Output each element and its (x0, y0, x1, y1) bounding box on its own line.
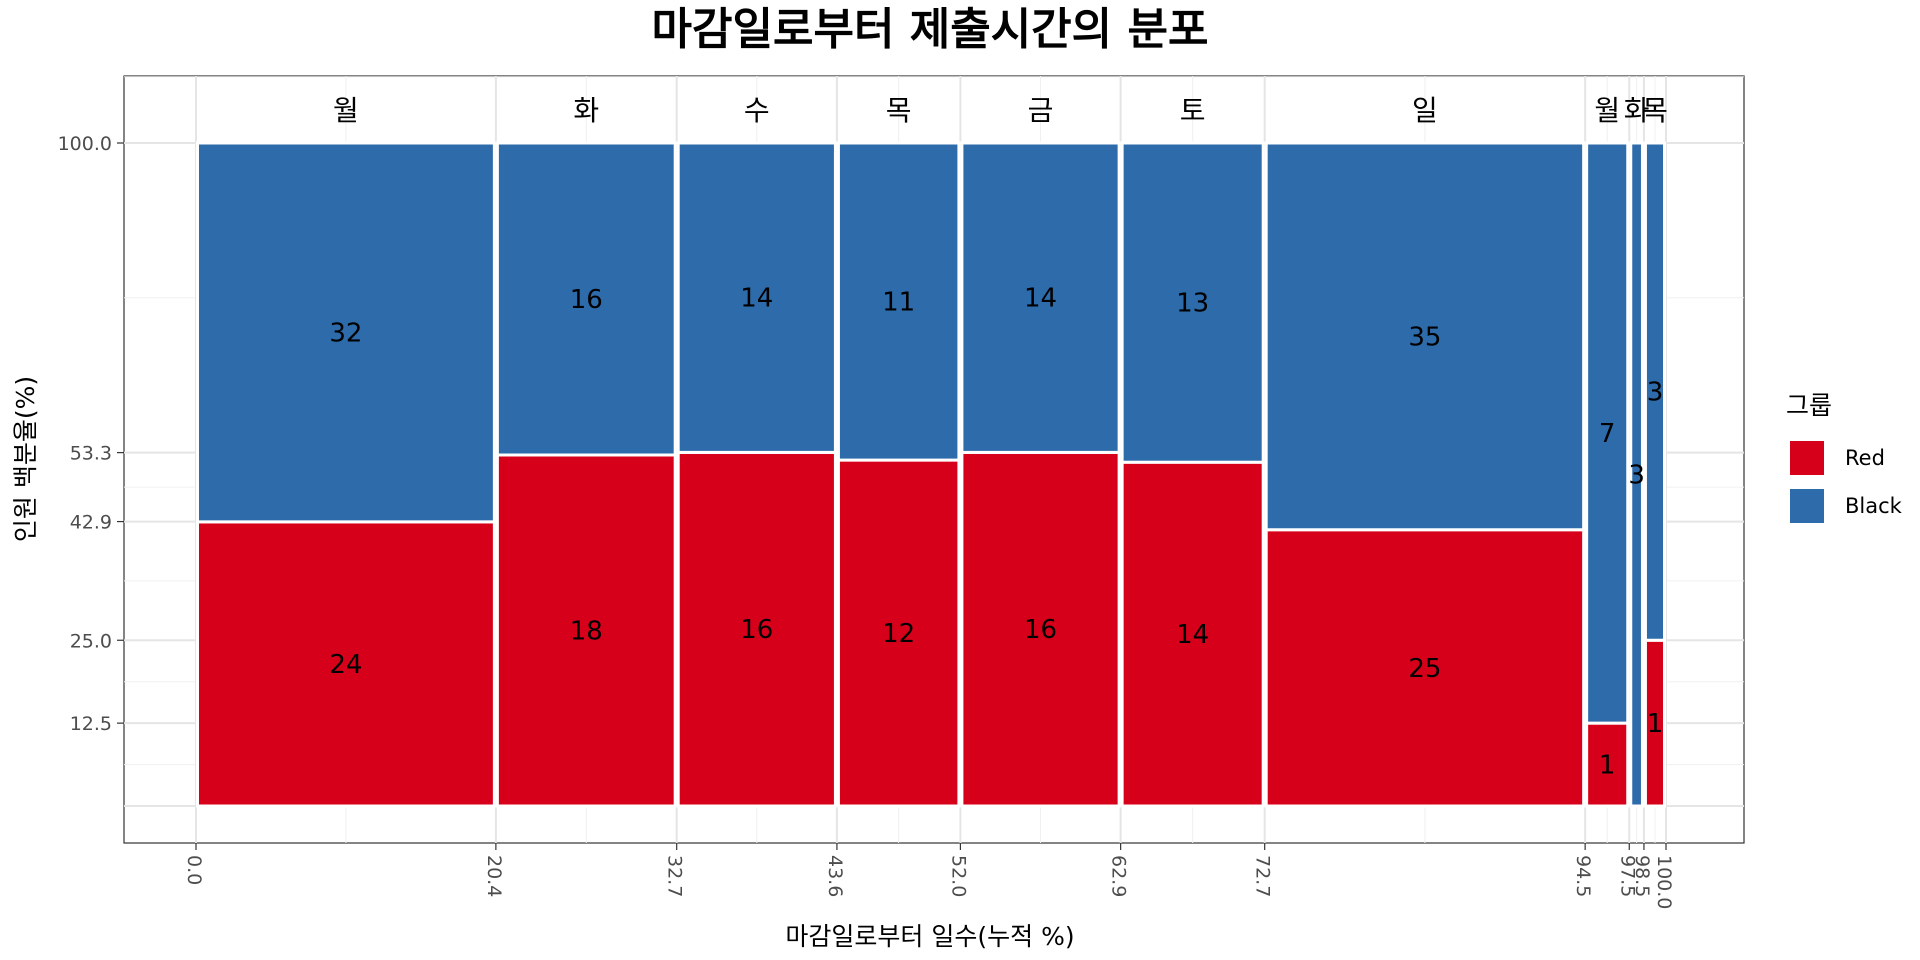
legend: Red Black (1790, 441, 1903, 523)
day-label: 금 (1028, 94, 1054, 127)
tile-label-black: 7 (1599, 419, 1616, 449)
x-tick-label: 43.6 (824, 855, 846, 897)
tile-label-black: 14 (740, 284, 773, 314)
tile-label-black: 3 (1628, 461, 1645, 491)
legend-label-black: Black (1845, 494, 1903, 518)
tile-label-red: 1 (1599, 751, 1616, 781)
y-tick-label: 12.5 (70, 713, 112, 735)
x-tick-label: 20.4 (483, 855, 505, 897)
tile-black (676, 141, 837, 454)
day-label: 화 (573, 94, 599, 127)
x-tick-label: 0.0 (183, 855, 205, 885)
tile-black (960, 141, 1121, 454)
tile-black (1643, 141, 1666, 642)
day-label: 목 (1642, 94, 1668, 127)
legend-title: 그룹 (1786, 391, 1832, 420)
tile-label-red: 1 (1647, 709, 1664, 739)
tile-red (836, 458, 961, 808)
tile-label-black: 13 (1176, 289, 1209, 319)
tile-red (1120, 460, 1265, 808)
tile-red (676, 450, 837, 808)
tile-label-red: 14 (1176, 620, 1209, 650)
y-tick-label: 42.9 (70, 512, 112, 534)
x-tick-label: 97.5 (1616, 855, 1638, 897)
tile-red (495, 453, 677, 808)
tile-label-red: 25 (1408, 654, 1441, 684)
legend-key-red (1790, 441, 1824, 475)
x-tick-label: 94.5 (1572, 855, 1594, 897)
x-axis-ticks: 0.0 20.4 32.7 43.6 52.0 62.9 72.7 94.5 97.598.5 1… (183, 843, 1675, 909)
tile-label-black: 11 (882, 288, 915, 318)
x-tick-label: 98.5 (1631, 855, 1653, 897)
tile-red (1264, 528, 1586, 808)
tile-label-black: 14 (1024, 284, 1057, 314)
legend-key-black (1790, 489, 1824, 523)
tile-black (196, 141, 496, 524)
x-tick-label: 62.9 (1108, 855, 1130, 897)
tile-black (1120, 141, 1265, 464)
tile-red (960, 450, 1121, 808)
tile-black (1264, 141, 1586, 532)
day-label: 일 (1412, 94, 1438, 127)
day-labels: 월 화 수 목 금 토 일 월 화목 (333, 94, 1668, 127)
tile-black (495, 141, 677, 457)
tile-label-red: 16 (1024, 615, 1057, 645)
mosaic-tiles (196, 141, 1666, 808)
x-tick-label: 100.0 (1653, 855, 1675, 909)
x-tick-label: 32.7 (664, 855, 686, 897)
y-axis-label: 인원 백분율(%) (11, 376, 40, 542)
tile-label-red: 24 (329, 650, 362, 680)
tile-red (196, 520, 496, 808)
y-tick-label: 53.3 (70, 443, 112, 465)
tile-label-black: 35 (1408, 322, 1441, 352)
tile-black (1585, 141, 1630, 725)
tile-red (1585, 721, 1630, 808)
tile-black (836, 141, 961, 462)
day-label: 월 (333, 94, 359, 127)
tile-label-black: 16 (570, 285, 603, 315)
day-label: 토 (1180, 94, 1206, 127)
y-axis-ticks: 12.5 25.0 42.9 53.3 100.0 (58, 133, 124, 735)
tile-label-black: 32 (329, 318, 362, 348)
tile-black (1629, 141, 1644, 808)
day-label: 월 (1594, 94, 1620, 127)
tile-label-black: 3 (1647, 378, 1664, 408)
day-label: 목 (886, 94, 912, 127)
y-tick-label: 25.0 (70, 630, 112, 652)
tile-label-red: 18 (570, 617, 603, 647)
x-tick-label: 72.7 (1252, 855, 1274, 897)
x-axis-label: 마감일로부터 일수(누적 %) (785, 922, 1074, 951)
chart-title: 마감일로부터 제출시간의 분포 (652, 4, 1209, 55)
day-label: 수 (744, 94, 770, 127)
tile-label-red: 16 (740, 615, 773, 645)
y-tick-label: 100.0 (58, 133, 112, 155)
day-label: 화 (1624, 94, 1650, 127)
legend-label-red: Red (1845, 446, 1885, 470)
x-tick-label: 52.0 (947, 855, 969, 897)
tile-label-red: 12 (882, 619, 915, 649)
